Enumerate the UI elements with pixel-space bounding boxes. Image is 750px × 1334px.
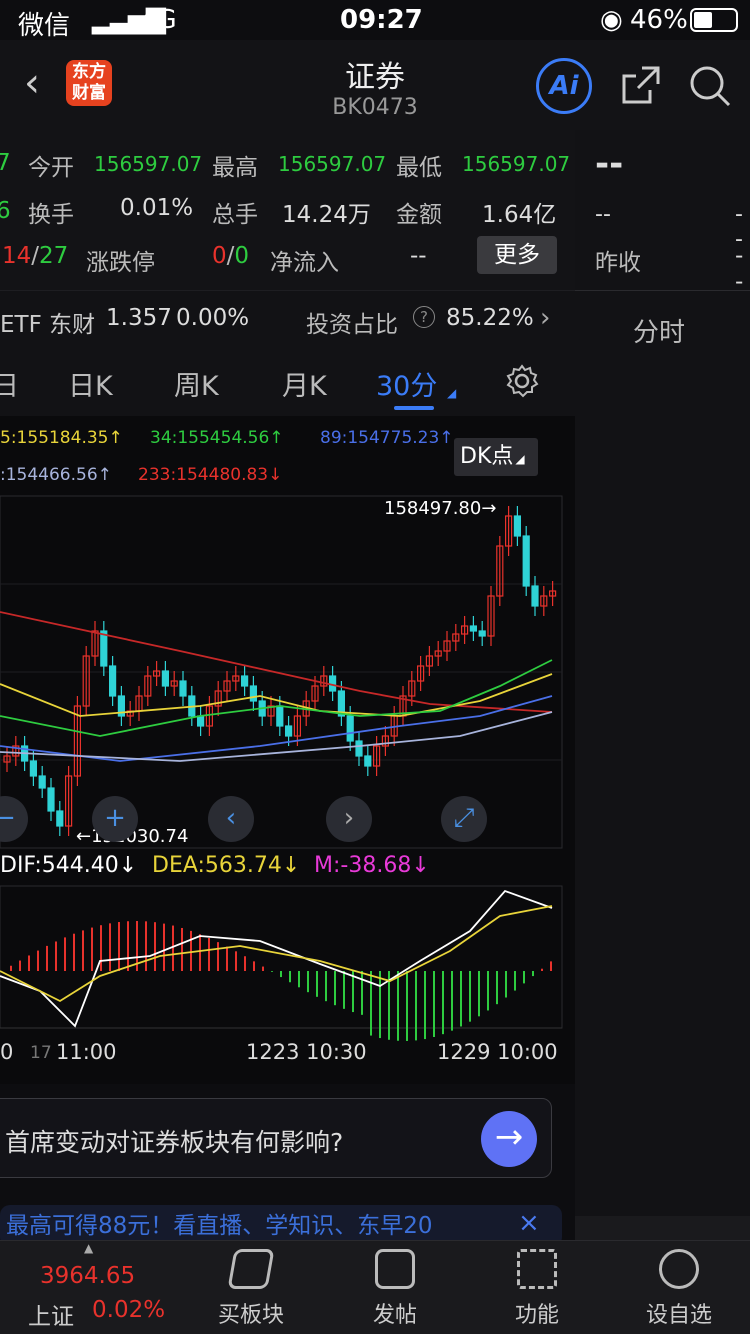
right-price: -- bbox=[595, 144, 624, 184]
ma233-label: 233:154480.83↓ bbox=[138, 465, 283, 485]
app-logo: 东方 财富 bbox=[66, 60, 112, 106]
time-tick: 17 bbox=[30, 1043, 52, 1063]
low-value: 156597.07 bbox=[462, 152, 571, 176]
chevron-right-icon: › bbox=[540, 303, 551, 333]
header: ‹ 东方 财富 证券 BK0473 Ai bbox=[0, 40, 750, 130]
ratio-label: 投资占比 bbox=[306, 312, 398, 338]
cut-value: 7 bbox=[0, 150, 11, 176]
clock: 09:27 bbox=[340, 5, 423, 35]
volume-value: 14.24万 bbox=[282, 202, 371, 228]
amount-value: 1.64亿 bbox=[482, 202, 557, 228]
share-icon[interactable] bbox=[620, 64, 662, 106]
lock-rotation-icon: ◉ bbox=[600, 5, 623, 35]
scroll-right-button[interactable]: › bbox=[326, 796, 372, 842]
tab-indicator bbox=[394, 406, 434, 410]
macd-dea: DEA:563.74↓ bbox=[152, 853, 301, 878]
volume-label: 总手 bbox=[212, 202, 258, 228]
ma5-label: 5:155184.35↑ bbox=[0, 428, 123, 448]
arrow-right-icon[interactable]: → bbox=[481, 1111, 537, 1167]
ask-question-box[interactable]: 首席变动对证券板块有何影响? → bbox=[0, 1098, 552, 1178]
tab-weekly-k[interactable]: 周K bbox=[174, 371, 219, 402]
etf-price: 1.357 bbox=[106, 305, 172, 331]
close-icon[interactable]: × bbox=[518, 1208, 540, 1238]
grid-icon bbox=[517, 1249, 557, 1289]
dropdown-icon: ◢ bbox=[447, 386, 457, 400]
zoom-in-button[interactable]: + bbox=[92, 796, 138, 842]
ma89-label: 89:154775.23↑ bbox=[320, 428, 454, 448]
nav-add-watchlist[interactable]: 设自选 bbox=[604, 1249, 750, 1329]
limit-value: 0/0 bbox=[212, 243, 250, 269]
tab-day-cut[interactable]: 日 bbox=[0, 371, 19, 402]
amount-label: 金额 bbox=[396, 202, 442, 228]
ratio-value: 85.22% bbox=[446, 305, 534, 331]
quote-panel: 7 今开 156597.07 最高 156597.07 最低 156597.07… bbox=[0, 130, 575, 290]
tab-monthly-k[interactable]: 月K bbox=[282, 371, 327, 402]
open-value: 156597.07 bbox=[94, 152, 203, 176]
ma34-label: 34:155454.56↑ bbox=[150, 428, 284, 448]
cut-value: 6 bbox=[0, 198, 11, 224]
low-label: 最低 bbox=[396, 155, 442, 181]
battery-icon bbox=[690, 8, 738, 32]
prev-close-value: -- bbox=[735, 243, 744, 295]
network: 4G bbox=[140, 5, 177, 35]
sector-icon bbox=[227, 1249, 275, 1289]
high-value: 156597.07 bbox=[278, 152, 387, 176]
macd-dif: DIF:544.40↓ bbox=[0, 853, 138, 878]
ai-button[interactable]: Ai bbox=[536, 58, 592, 114]
advance-decline: 14/27 bbox=[2, 243, 69, 269]
high-label: 最高 bbox=[212, 155, 258, 181]
search-icon[interactable] bbox=[688, 64, 732, 108]
more-dots-icon bbox=[659, 1249, 699, 1289]
period-tabs: 日 日K 周K 月K 30分 ◢ bbox=[0, 348, 575, 416]
turnover-label: 换手 bbox=[28, 202, 74, 228]
right-value: -- bbox=[735, 202, 743, 252]
time-tick: 1229 10:00 bbox=[437, 1040, 558, 1064]
tab-30min[interactable]: 30分 bbox=[376, 371, 438, 402]
caret-up-icon: ▲ bbox=[84, 1241, 94, 1255]
netflow-label: 净流入 bbox=[270, 250, 339, 276]
nav-buy-sector[interactable]: 买板块 bbox=[176, 1249, 326, 1329]
time-tick: 0 bbox=[0, 1040, 14, 1064]
netflow-value: -- bbox=[410, 243, 427, 269]
tab-intraday[interactable]: 分时 bbox=[633, 318, 686, 348]
etf-change: 0.00% bbox=[176, 305, 250, 331]
turnover-value: 0.01% bbox=[120, 195, 194, 221]
time-tick: 11:00 bbox=[56, 1040, 117, 1064]
right-panel: -- -- -- 昨收 -- 分时 bbox=[575, 130, 750, 1240]
index-value: 3964.65 bbox=[40, 1263, 136, 1289]
edit-icon bbox=[375, 1249, 415, 1289]
sector-code: BK0473 bbox=[332, 95, 418, 120]
kline-svg bbox=[0, 495, 563, 1041]
time-tick: 1223 10:30 bbox=[246, 1040, 367, 1064]
nav-functions[interactable]: 功能 bbox=[462, 1249, 612, 1329]
high-annotation: 158497.80→ bbox=[384, 498, 497, 519]
index-change: 0.02% bbox=[92, 1297, 166, 1323]
fullscreen-icon[interactable]: ⤢ bbox=[441, 796, 487, 842]
macd-m: M:-38.68↓ bbox=[314, 853, 430, 878]
status-bar: 微信 ▂▃▅▇ 4G 09:27 ◉ 46% bbox=[0, 0, 750, 41]
bottom-nav: ▲ 3964.65 上证 0.02% 买板块 发帖 功能 设自选 bbox=[0, 1240, 750, 1334]
open-label: 今开 bbox=[28, 155, 74, 181]
back-icon[interactable]: ‹ bbox=[24, 60, 40, 106]
question-text: 首席变动对证券板块有何影响? bbox=[5, 1128, 344, 1157]
signal-icon: ▂▃▅▇ bbox=[92, 5, 166, 35]
index-name[interactable]: 上证 bbox=[28, 1304, 74, 1330]
right-value: -- bbox=[595, 202, 611, 227]
carrier: 微信 bbox=[18, 11, 71, 41]
more-button[interactable]: 更多 bbox=[477, 236, 557, 274]
prev-close-label: 昨收 bbox=[595, 250, 641, 276]
settings-gear-icon[interactable] bbox=[505, 364, 539, 398]
scroll-left-button[interactable]: ‹ bbox=[208, 796, 254, 842]
tab-daily-k[interactable]: 日K bbox=[68, 371, 113, 402]
page-title: 证券 bbox=[345, 60, 405, 95]
ma144-label: :154466.56↑ bbox=[0, 465, 112, 485]
etf-row[interactable]: ETF 东财 1.357 0.00% 投资占比 ? 85.22% › bbox=[0, 290, 575, 348]
dk-point-button[interactable]: DK点 ◢ bbox=[454, 438, 538, 476]
help-icon[interactable]: ? bbox=[413, 306, 435, 328]
battery-percent: 46% bbox=[630, 5, 688, 35]
etf-name: ETF 东财 bbox=[0, 312, 96, 338]
limit-label: 涨跌停 bbox=[86, 250, 155, 276]
nav-post[interactable]: 发帖 bbox=[320, 1249, 470, 1329]
